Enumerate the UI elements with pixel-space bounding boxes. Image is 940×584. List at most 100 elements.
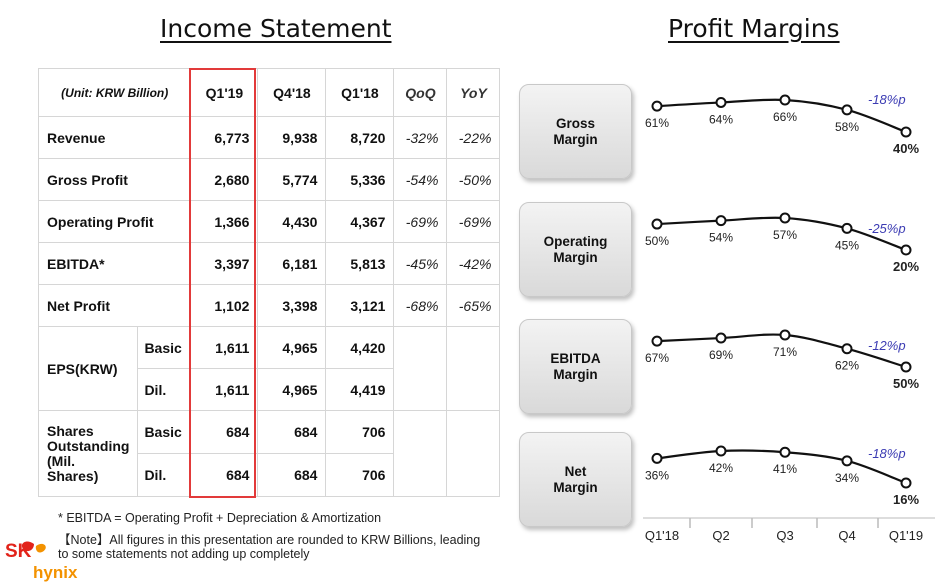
- data-point: [841, 222, 853, 234]
- cell-value: 684: [257, 453, 327, 497]
- table-row: Operating Profit 1,366 4,430 4,367 -69% …: [37, 200, 501, 243]
- cell-value: 684: [190, 410, 259, 454]
- cell-value: 1,366: [190, 200, 259, 243]
- box-label-line: Margin: [553, 479, 598, 495]
- data-label: 41%: [773, 462, 797, 476]
- data-point: [841, 343, 853, 355]
- rounding-disclaimer: 【Note】All figures in this presentation a…: [58, 533, 481, 561]
- change-label: -18%p: [868, 92, 906, 107]
- operating-margin-box: Operating Margin: [519, 202, 632, 297]
- data-label: 69%: [709, 348, 733, 362]
- x-tick-label: Q4: [838, 528, 855, 543]
- x-tick-label: Q1'18: [645, 528, 679, 543]
- sub-label-dil: Dil.: [137, 453, 192, 497]
- box-label-line: Margin: [553, 249, 598, 265]
- cell-value: 1,102: [190, 284, 259, 327]
- data-point: [651, 218, 663, 230]
- cell-value: 1,611: [190, 326, 259, 369]
- cell-value: 4,419: [325, 368, 395, 411]
- table-row: Revenue 6,773 9,938 8,720 -32% -22%: [37, 116, 501, 159]
- data-point: [651, 100, 663, 112]
- data-label: 57%: [773, 228, 797, 242]
- sk-hynix-logo: SK hynix: [5, 541, 78, 582]
- row-label-eps: EPS(KRW): [37, 326, 139, 411]
- cell-value: 6,773: [190, 116, 259, 159]
- data-point: [900, 126, 912, 138]
- data-point: [900, 361, 912, 373]
- cell-yoy: -42%: [446, 242, 501, 285]
- cell-value: 706: [325, 453, 395, 497]
- net-margin-box: Net Margin: [519, 432, 632, 527]
- cell-value: 9,938: [257, 116, 327, 159]
- box-label-line: Gross: [555, 115, 596, 131]
- data-point: [900, 244, 912, 256]
- box-label-line: Margin: [553, 366, 598, 382]
- row-label: Revenue: [37, 116, 192, 159]
- data-label: 58%: [835, 120, 859, 134]
- cell-value: 5,336: [325, 158, 395, 201]
- box-label-line: EBITDA: [550, 350, 601, 366]
- empty-cell: [446, 326, 501, 411]
- row-label: Gross Profit: [37, 158, 192, 201]
- ebitda-footnote: * EBITDA = Operating Profit + Depreciati…: [58, 511, 382, 525]
- data-point: [779, 212, 791, 224]
- gross-margin-box: Gross Margin: [519, 84, 632, 179]
- data-label: 36%: [645, 468, 669, 482]
- logo-hynix-text: hynix: [33, 563, 78, 582]
- x-tick-label: Q1'19: [889, 528, 923, 543]
- empty-cell: [393, 410, 448, 497]
- data-label: 64%: [709, 112, 733, 126]
- shares-label-line: (Mil.: [47, 452, 75, 469]
- x-tick-label: Q2: [712, 528, 729, 543]
- data-point: [900, 477, 912, 489]
- change-label: -12%p: [868, 338, 906, 353]
- profit-margins-title: Profit Margins: [668, 14, 840, 43]
- cell-value: 3,397: [190, 242, 259, 285]
- butterfly-icon: [21, 541, 46, 553]
- table-row: EPS(KRW) Basic 1,611 4,965 4,420: [37, 326, 501, 411]
- row-label-shares: Shares Outstanding (Mil. Shares): [37, 410, 139, 497]
- data-point: [779, 329, 791, 341]
- table-row: Net Profit 1,102 3,398 3,121 -68% -65%: [37, 284, 501, 327]
- col-header-yoy: YoY: [446, 68, 501, 117]
- row-label: EBITDA*: [37, 242, 192, 285]
- data-point: [841, 104, 853, 116]
- data-label: 50%: [893, 376, 919, 391]
- data-point: [779, 446, 791, 458]
- table-row: EBITDA* 3,397 6,181 5,813 -45% -42%: [37, 242, 501, 285]
- data-point: [715, 332, 727, 344]
- table-row: Dil. 684 684 706: [39, 453, 500, 497]
- data-label: 67%: [645, 351, 669, 365]
- data-label: 40%: [893, 141, 919, 156]
- cell-value: 8,720: [325, 116, 395, 159]
- cell-qoq: -32%: [393, 116, 448, 159]
- data-label: 54%: [709, 231, 733, 245]
- cell-qoq: -68%: [393, 284, 448, 327]
- cell-value: 2,680: [190, 158, 259, 201]
- income-statement-table: (Unit: KRW Billion) Q1'19 Q4'18 Q1'18 Qo…: [37, 68, 501, 497]
- data-label: 61%: [645, 116, 669, 130]
- data-point: [715, 445, 727, 457]
- data-label: 42%: [709, 461, 733, 475]
- table-row: Shares Outstanding (Mil. Shares) Basic 6…: [37, 410, 501, 497]
- sub-label-dil: Dil.: [137, 368, 192, 411]
- shares-label-line: Outstanding: [47, 437, 130, 454]
- row-label: Operating Profit: [37, 200, 192, 243]
- cell-yoy: -22%: [446, 116, 501, 159]
- x-tick-label: Q3: [776, 528, 793, 543]
- ebitda-margin-box: EBITDA Margin: [519, 319, 632, 414]
- cell-value: 5,774: [257, 158, 327, 201]
- cell-yoy: -69%: [446, 200, 501, 243]
- income-statement-title: Income Statement: [160, 14, 392, 43]
- empty-cell: [446, 410, 501, 497]
- empty-cell: [393, 326, 448, 411]
- logo-sk-text: SK: [5, 541, 32, 562]
- cell-value: 706: [325, 410, 395, 454]
- shares-label-line: Shares: [47, 422, 94, 439]
- table-row: Gross Profit 2,680 5,774 5,336 -54% -50%: [37, 158, 501, 201]
- cell-qoq: -45%: [393, 242, 448, 285]
- data-label: 34%: [835, 471, 859, 485]
- data-point: [651, 335, 663, 347]
- data-point: [841, 455, 853, 467]
